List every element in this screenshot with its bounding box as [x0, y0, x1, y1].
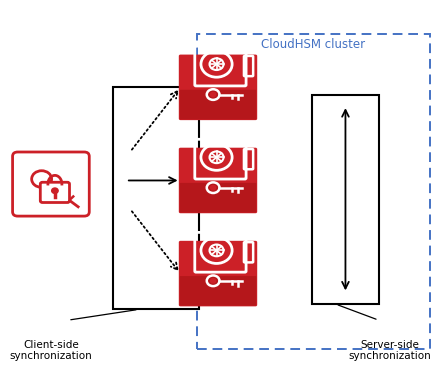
FancyBboxPatch shape [12, 152, 89, 216]
FancyBboxPatch shape [179, 241, 257, 306]
Circle shape [210, 92, 216, 97]
Circle shape [210, 186, 216, 190]
FancyBboxPatch shape [179, 183, 256, 212]
Text: Client-side
synchronization: Client-side synchronization [10, 340, 92, 361]
FancyBboxPatch shape [179, 90, 256, 119]
Text: Server-side
synchronization: Server-side synchronization [348, 340, 431, 361]
Circle shape [52, 188, 58, 193]
Text: CloudHSM cluster: CloudHSM cluster [261, 38, 366, 51]
FancyBboxPatch shape [40, 182, 69, 203]
Bar [312, 95, 379, 304]
FancyBboxPatch shape [179, 276, 256, 306]
FancyBboxPatch shape [179, 55, 257, 120]
Bar [197, 34, 430, 349]
Circle shape [210, 279, 216, 283]
FancyBboxPatch shape [179, 148, 257, 213]
Bar [113, 87, 199, 309]
